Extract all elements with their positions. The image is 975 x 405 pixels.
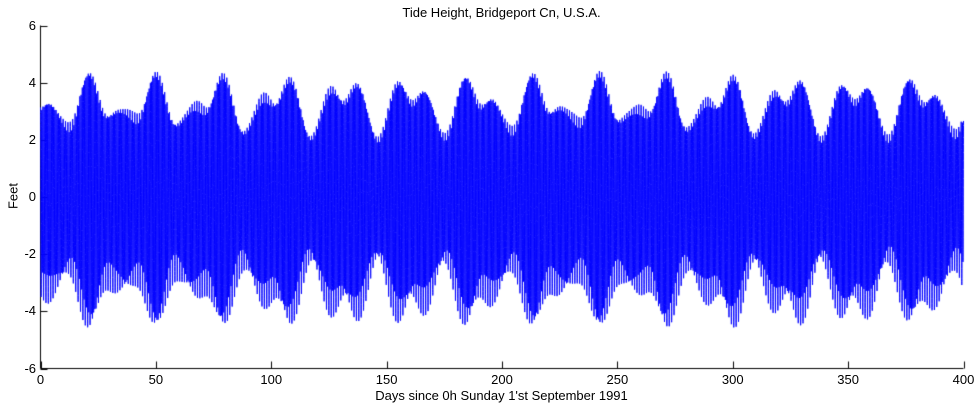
x-tick-label: 150 [375,372,398,387]
y-tick-label: 2 [28,131,36,147]
x-tick-label: 300 [721,372,744,387]
y-tick-label: 0 [28,189,36,204]
y-tick-label: -6 [24,360,36,376]
x-tick-label: 200 [491,372,513,387]
x-tick-label: 400 [952,372,975,387]
y-tick-label: 4 [28,74,36,90]
x-tick-label: 0 [36,372,45,387]
plot-title: Tide Height, Bridgeport Cn, U.S.A. [402,5,601,20]
y-tick-label: -4 [24,303,36,319]
x-tick-label: 350 [837,372,859,387]
x-tick-label: 100 [260,372,283,387]
y-tick-label: -2 [24,246,36,262]
x-axis-label: Days since 0h Sunday 1'st September 1991 [375,388,628,403]
x-tick-label: 50 [148,372,164,387]
y-tick-label: 6 [28,17,36,33]
x-tick-label: 250 [606,372,629,387]
